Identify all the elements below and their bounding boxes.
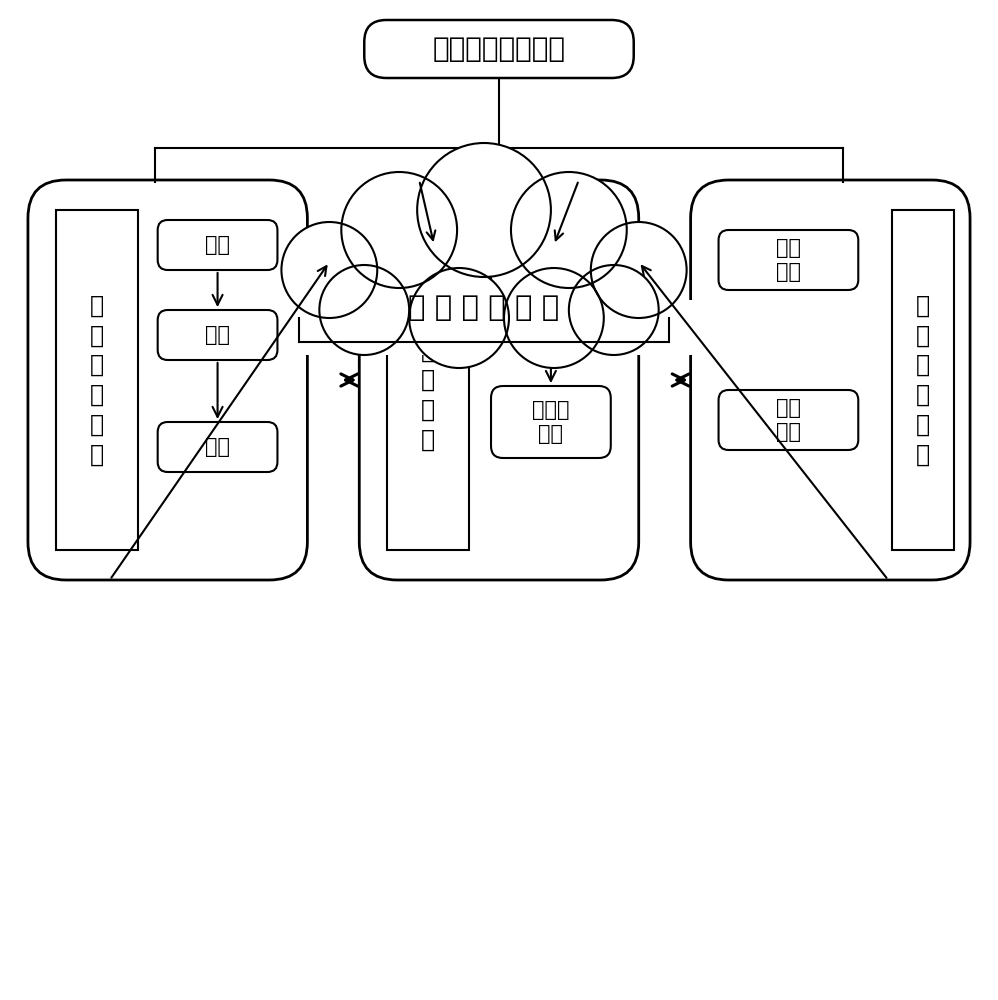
Circle shape — [319, 265, 409, 355]
FancyBboxPatch shape — [719, 390, 858, 450]
FancyBboxPatch shape — [158, 422, 277, 472]
Text: 诊断: 诊断 — [205, 325, 231, 345]
Bar — [284, 300, 714, 355]
FancyBboxPatch shape — [158, 220, 277, 270]
Text: 数
据
库
模
块: 数 据 库 模 块 — [421, 309, 435, 451]
Bar — [387, 210, 469, 550]
Text: 增
量
学
习
模
块: 增 量 学 习 模 块 — [916, 294, 930, 466]
Circle shape — [341, 172, 457, 288]
FancyBboxPatch shape — [28, 180, 307, 580]
FancyBboxPatch shape — [491, 386, 611, 458]
Bar — [892, 210, 954, 550]
Circle shape — [504, 268, 604, 368]
FancyBboxPatch shape — [719, 230, 858, 290]
Text: 基础数
据库: 基础数 据库 — [532, 232, 570, 276]
Bar — [301, 285, 667, 340]
Text: 智能药房发药系统: 智能药房发药系统 — [432, 35, 566, 63]
Text: 处理: 处理 — [205, 437, 231, 457]
Circle shape — [281, 222, 377, 318]
Circle shape — [511, 172, 627, 288]
Text: 加一
处理: 加一 处理 — [775, 238, 801, 282]
Circle shape — [409, 268, 509, 368]
FancyBboxPatch shape — [691, 180, 970, 580]
Text: 故障: 故障 — [205, 235, 231, 255]
Text: 云 端 控 制 模 块: 云 端 控 制 模 块 — [408, 294, 560, 322]
Text: 写入
处理: 写入 处理 — [775, 398, 801, 442]
Text: 边
缘
节
点
模
块: 边 缘 节 点 模 块 — [90, 294, 104, 466]
Bar — [56, 210, 138, 550]
FancyBboxPatch shape — [158, 310, 277, 360]
Circle shape — [591, 222, 687, 318]
FancyBboxPatch shape — [491, 218, 611, 290]
Circle shape — [569, 265, 659, 355]
Text: 最新数
据库: 最新数 据库 — [532, 400, 570, 444]
FancyBboxPatch shape — [364, 20, 634, 78]
Circle shape — [417, 143, 551, 277]
FancyBboxPatch shape — [359, 180, 639, 580]
